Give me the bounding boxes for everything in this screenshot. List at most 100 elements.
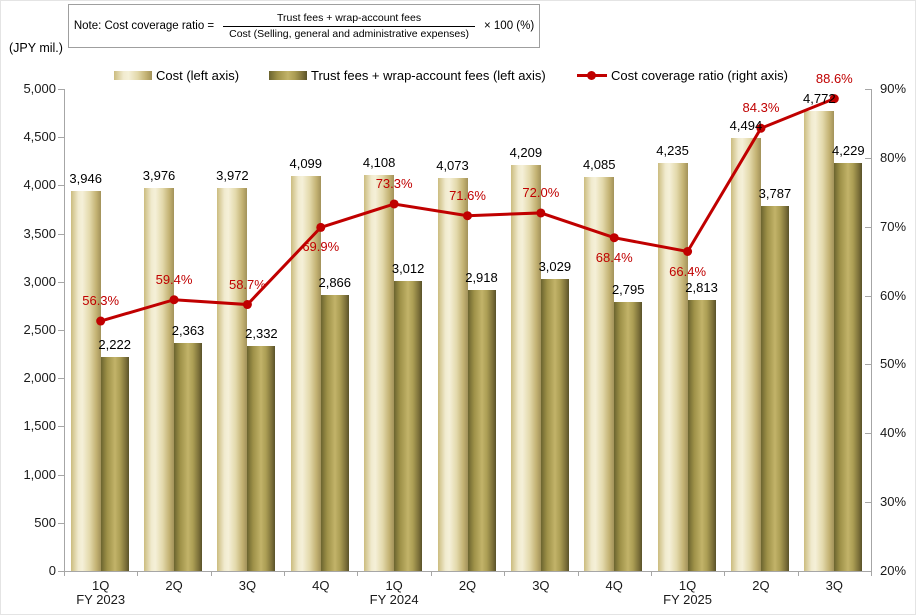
cost-bar-label: 4,772 [803, 90, 836, 106]
trust-bar [760, 205, 789, 571]
trust-bar-label: 4,229 [832, 143, 865, 159]
right-axis-tick-label: 30% [880, 494, 907, 510]
ratio-label: 72.0% [522, 184, 560, 200]
legend-item-ratio: Cost coverage ratio (right axis) [577, 66, 788, 84]
x-axis-tick [577, 572, 579, 576]
fiscal-year-label: FY 2025 [663, 592, 713, 607]
trust-bar-label: 3,029 [538, 259, 572, 274]
x-axis-tick [724, 572, 726, 576]
ratio-label: 88.6% [815, 70, 853, 86]
ratio-label: 69.9% [302, 239, 340, 255]
trust-bar-label: 2,363 [171, 323, 205, 339]
x-tick-label: 2Q [458, 578, 477, 593]
right-axis-tick [865, 157, 871, 159]
note-fraction: Trust fees + wrap-account fees Cost (Sel… [223, 12, 475, 41]
right-axis-tick [865, 571, 871, 572]
x-tick-label: 3Q [238, 578, 257, 593]
note-numerator: Trust fees + wrap-account fees [277, 11, 422, 24]
right-axis-tick-label: 90% [880, 81, 907, 96]
left-axis-tick-label: 500 [34, 514, 56, 530]
trust-bar [687, 299, 716, 571]
x-axis-tick [504, 572, 506, 576]
right-axis-tick-label: 20% [880, 563, 907, 578]
trust-bar [100, 356, 129, 571]
right-axis-tick [865, 89, 871, 90]
left-axis-tick [58, 522, 64, 524]
note-denominator: Cost (Selling, general and administrativ… [223, 25, 475, 41]
left-axis-tick [58, 281, 64, 283]
ratio-label: 68.4% [595, 249, 633, 265]
x-tick-label: 4Q [605, 578, 623, 593]
trust-bar-label: 2,866 [318, 274, 352, 290]
ratio-label: 56.3% [82, 293, 120, 309]
trust-bar [614, 301, 643, 571]
left-axis-tick-label: 5,000 [23, 81, 56, 96]
trust-bar [540, 279, 569, 571]
x-axis-tick [284, 572, 286, 576]
x-axis-tick [357, 572, 359, 576]
fiscal-year-label: FY 2024 [369, 592, 419, 607]
x-axis-tick [650, 572, 652, 576]
left-axis-tick-label: 3,500 [23, 225, 56, 241]
cost-bar-label: 4,235 [656, 142, 689, 158]
cost-bar [730, 137, 761, 571]
cost-bar-label: 3,976 [142, 167, 176, 183]
left-axis-tick [58, 330, 64, 331]
left-axis-tick [58, 89, 64, 90]
ratio-label: 84.3% [742, 100, 780, 116]
left-axis-tick-label: 2,500 [23, 322, 56, 337]
trust-bar [834, 163, 863, 571]
cost-bar [437, 178, 468, 571]
right-axis-line [871, 89, 872, 572]
left-axis-tick-label: 4,500 [23, 129, 56, 145]
trust-bar-label: 2,332 [245, 326, 278, 342]
ratio-label: 58.7% [228, 276, 266, 292]
x-axis-tick [797, 572, 799, 576]
x-tick-label: 3Q [532, 578, 550, 593]
ratio-label: 71.6% [449, 187, 486, 203]
cost-bar [584, 177, 615, 571]
left-axis-tick-label: 1,500 [23, 418, 56, 434]
trust-bar-label: 2,813 [685, 279, 718, 295]
x-tick-label: 2Q [165, 578, 183, 593]
cost-bar-label: 4,108 [362, 154, 396, 170]
left-axis-tick [58, 233, 64, 235]
cost-bar-label: 3,972 [216, 168, 249, 184]
x-axis-tick [137, 572, 139, 576]
trust-bar-swatch-icon [269, 70, 307, 80]
right-axis-tick-label: 70% [880, 218, 907, 234]
left-axis-tick [58, 137, 64, 139]
x-tick-label: 1Q [678, 578, 697, 593]
trust-bar [320, 294, 349, 571]
x-tick-label: 1Q [385, 578, 403, 593]
cost-bar-label: 3,946 [69, 170, 102, 186]
legend-label-trust-fees: Trust fees + wrap-account fees (left axi… [311, 67, 546, 83]
cost-bar [657, 162, 688, 571]
trust-bar-label: 3,787 [758, 185, 792, 201]
left-axis-unit: (JPY mil.) [9, 41, 63, 55]
right-axis-tick [865, 226, 871, 228]
right-axis-tick [865, 433, 871, 435]
right-axis-tick [865, 502, 871, 504]
fiscal-year-label: FY 2023 [76, 592, 126, 607]
trust-bar-label: 2,222 [98, 336, 131, 352]
left-axis-line [64, 89, 65, 572]
left-axis-tick [58, 185, 64, 187]
cost-bar-label: 4,099 [289, 155, 323, 171]
note-suffix: × 100 (%) [484, 20, 535, 32]
line-marker-icon [577, 70, 607, 80]
cost-bar-label: 4,073 [436, 158, 469, 174]
trust-bar-label: 3,012 [391, 260, 425, 276]
left-axis-tick-label: 0 [48, 563, 56, 578]
cost-bar [70, 190, 101, 571]
left-axis-tick-label: 2,000 [23, 370, 56, 386]
ratio-label: 73.3% [375, 175, 413, 191]
cost-bar [364, 174, 395, 571]
right-axis-tick [865, 364, 871, 366]
right-axis-tick-label: 50% [880, 356, 907, 372]
ratio-label: 66.4% [669, 263, 707, 279]
cost-bar-swatch-icon [114, 70, 152, 80]
left-axis-tick-label: 4,000 [23, 177, 56, 193]
